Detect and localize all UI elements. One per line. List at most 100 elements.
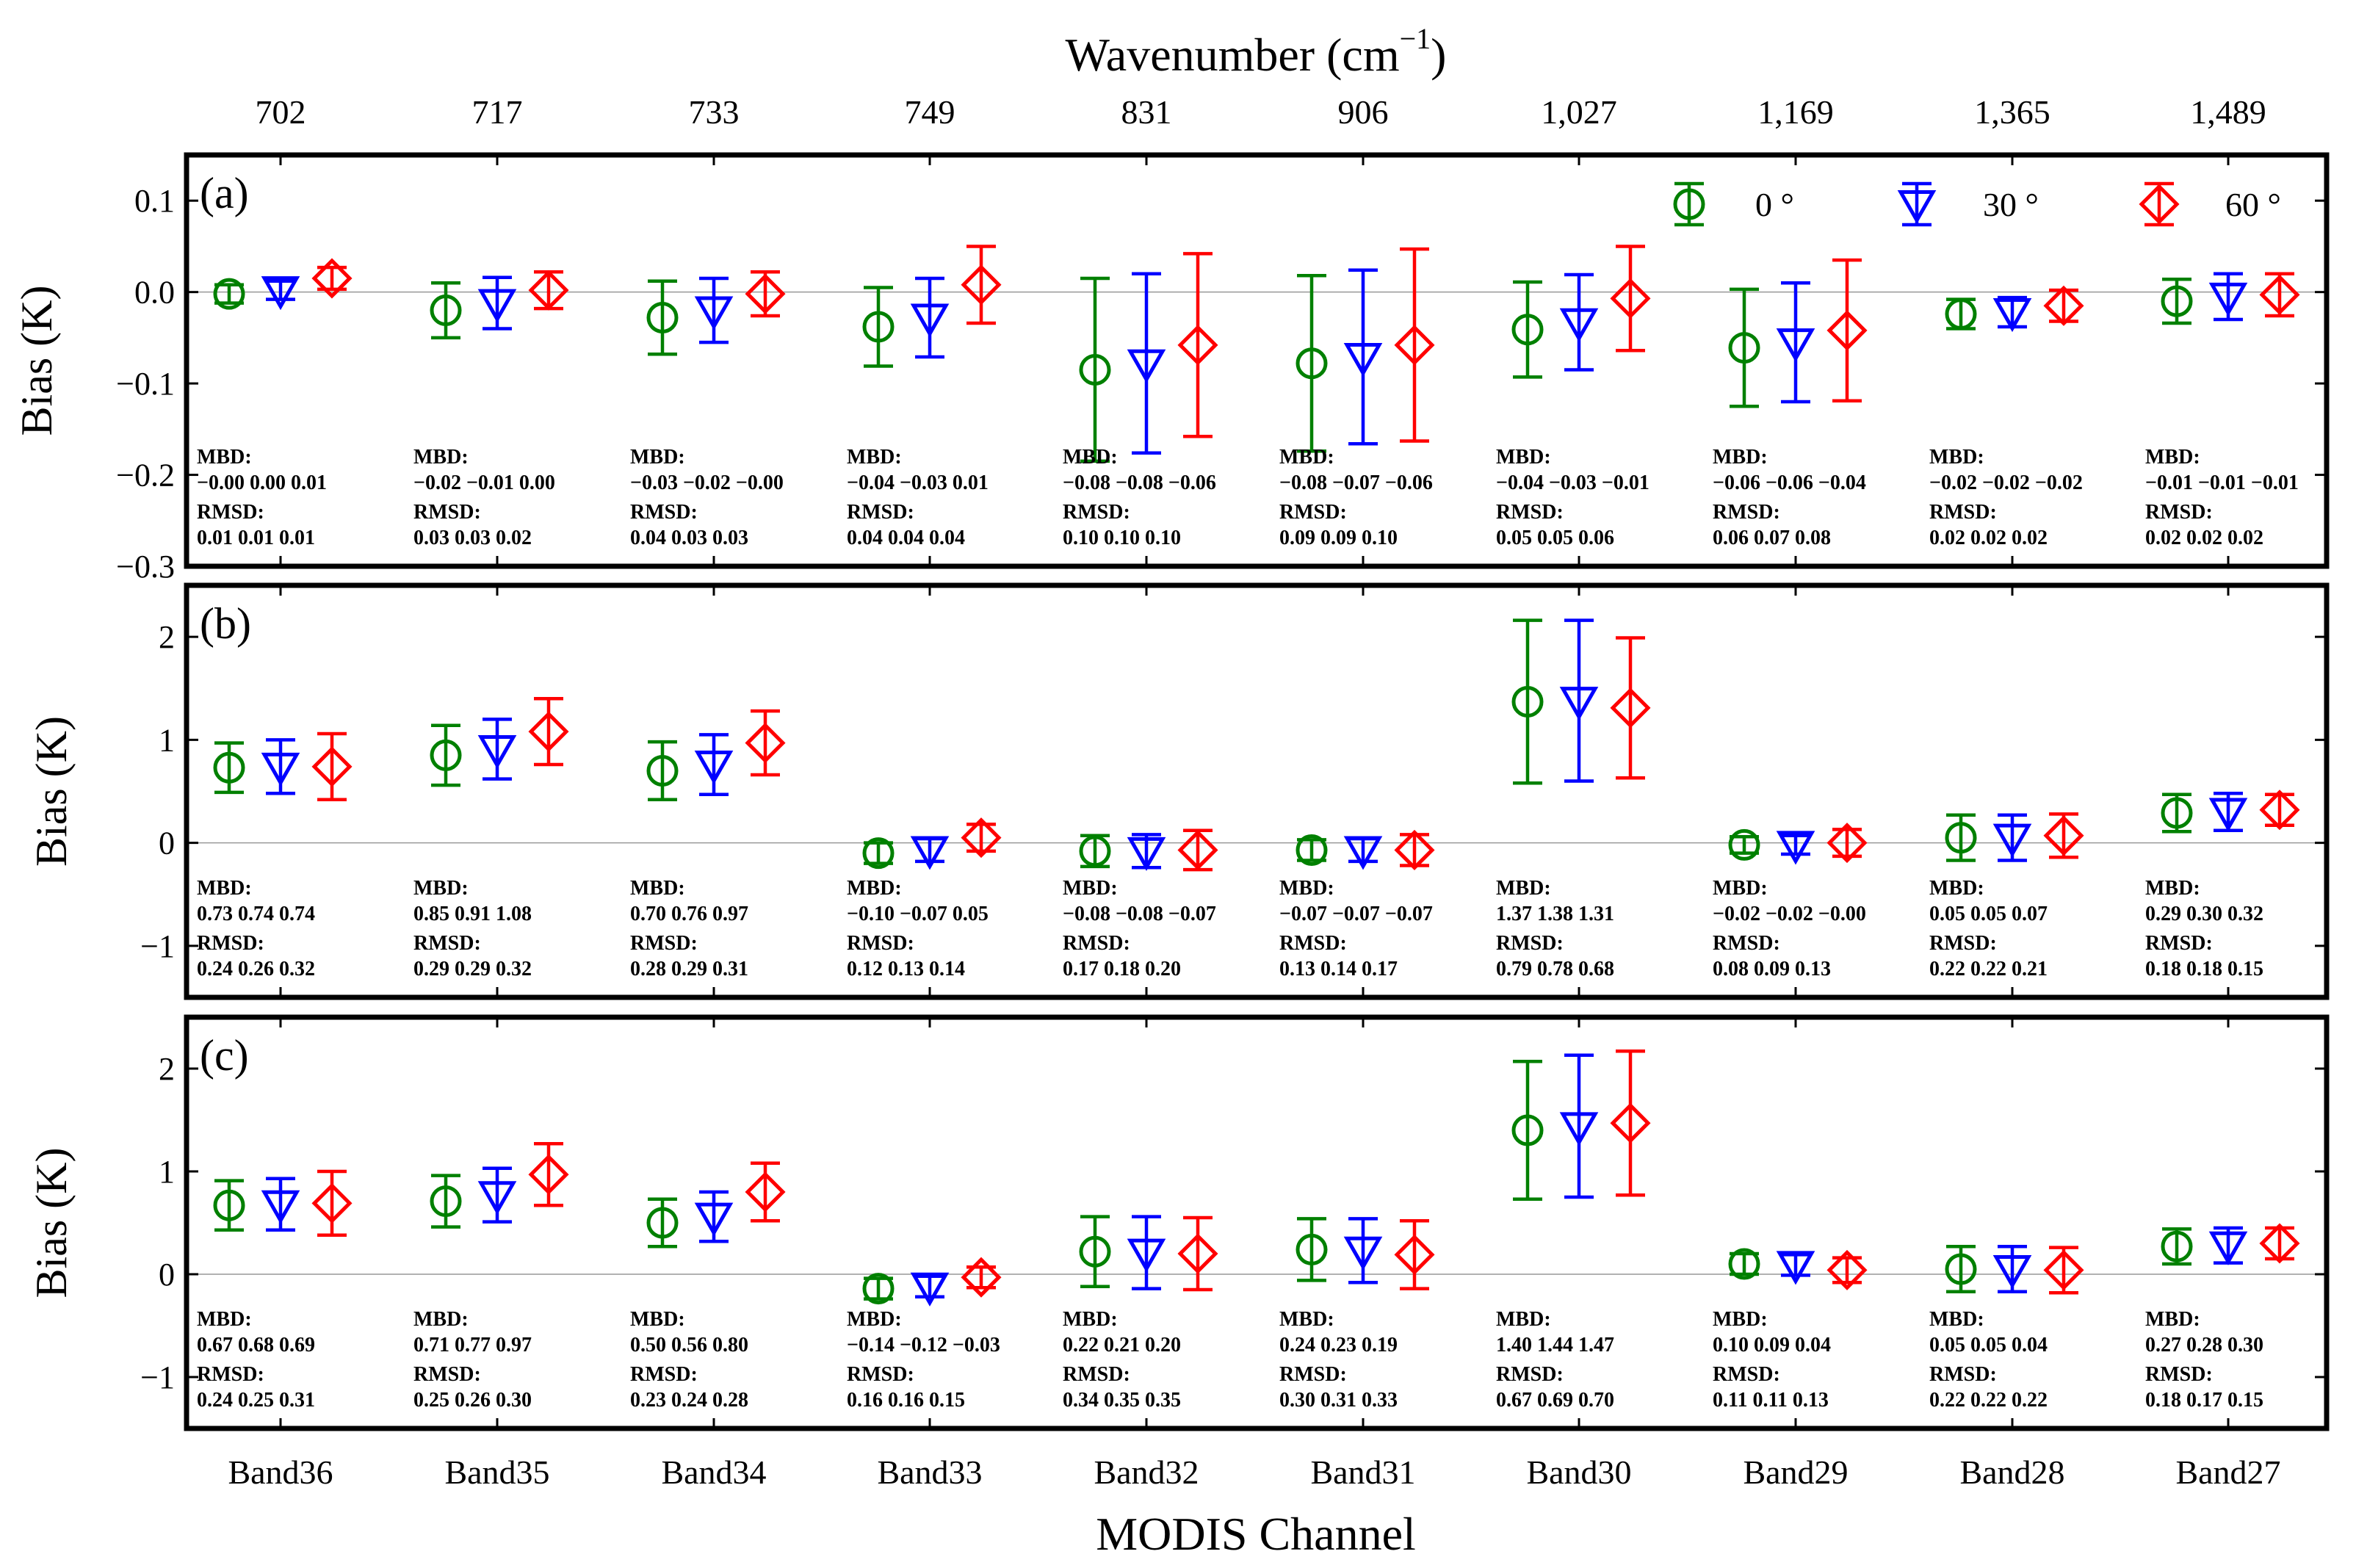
mbd-values: 0.67 0.68 0.69 <box>197 1334 315 1356</box>
marker-diamond <box>2259 1223 2300 1264</box>
stats-annotation: MBD: 0.85 0.91 1.08 RMSD: 0.29 0.29 0.32 <box>413 877 532 980</box>
y-tick-label: 0 <box>159 1257 175 1293</box>
marker-diamond <box>1826 1249 1868 1290</box>
rmsd-values: 0.03 0.03 0.02 <box>413 527 532 549</box>
top-axis-ticks: 702 717 733 749 831 906 1,027 1,169 1,365 1,489 <box>256 93 2266 131</box>
data-point <box>477 275 517 330</box>
rmsd-values: 0.28 0.29 0.31 <box>630 958 748 980</box>
marker-circle <box>1511 1114 1544 1146</box>
marker-triangle-down <box>910 1272 950 1307</box>
top-axis-title-close: ) <box>1431 29 1446 81</box>
rmsd-label: RMSD: <box>1929 932 1997 955</box>
data-point <box>1992 295 2032 333</box>
stats-annotation: MBD: 0.05 0.05 0.04 RMSD: 0.22 0.22 0.22 <box>1929 1308 2048 1412</box>
stats-annotation: MBD: 0.27 0.28 0.30 RMSD: 0.18 0.17 0.15 <box>2145 1308 2263 1412</box>
marker-triangle-down <box>910 836 950 870</box>
marker-circle <box>1945 822 1977 854</box>
mbd-values: −0.02 −0.02 −0.00 <box>1713 903 1866 925</box>
rmsd-label: RMSD: <box>1279 501 1347 524</box>
mbd-values: 0.24 0.23 0.19 <box>1279 1334 1398 1356</box>
mbd-label: MBD: <box>413 1308 469 1331</box>
data-point <box>2161 792 2193 834</box>
mbd-values: 0.85 0.91 1.08 <box>413 903 532 925</box>
rmsd-label: RMSD: <box>847 1363 914 1386</box>
data-point <box>1826 258 1868 403</box>
stats-annotation: MBD: −0.01 −0.01 −0.01 RMSD: 0.02 0.02 0.02 <box>2145 446 2299 549</box>
data-point <box>694 276 734 344</box>
top-axis-title: Wavenumber (cm−1) <box>1066 22 1447 81</box>
rmsd-values: 0.22 0.22 0.21 <box>1929 958 2048 980</box>
mbd-values: −0.10 −0.07 0.05 <box>847 903 989 925</box>
marker-triangle-down <box>1992 298 2032 333</box>
marker-triangle-down <box>910 303 950 338</box>
mbd-values: −0.08 −0.08 −0.06 <box>1063 472 1216 494</box>
marker-diamond <box>528 711 569 752</box>
marker-diamond <box>1394 325 1435 366</box>
rmsd-label: RMSD: <box>197 1363 264 1386</box>
marker-circle <box>430 295 462 327</box>
stats-annotation: MBD: −0.10 −0.07 0.05 RMSD: 0.12 0.13 0.14 <box>847 877 989 980</box>
data-point <box>1728 287 1760 408</box>
marker-triangle-down <box>2208 282 2248 317</box>
data-point <box>1610 636 1651 780</box>
rmsd-values: 0.09 0.09 0.10 <box>1279 527 1398 549</box>
rmsd-values: 0.79 0.78 0.68 <box>1496 958 1614 980</box>
mbd-label: MBD: <box>2145 877 2200 900</box>
marker-circle <box>862 1273 895 1305</box>
data-point <box>1177 1215 1218 1292</box>
marker-circle <box>430 1185 462 1218</box>
marker-diamond <box>1177 325 1218 366</box>
mbd-label: MBD: <box>847 877 902 900</box>
rmsd-values: 0.04 0.04 0.04 <box>847 527 965 549</box>
rmsd-label: RMSD: <box>413 501 481 524</box>
marker-triangle-down <box>261 752 300 787</box>
marker-circle <box>1296 1233 1328 1265</box>
data-point <box>1296 834 1328 866</box>
mbd-label: MBD: <box>847 1308 902 1331</box>
category-label: Band35 <box>444 1453 549 1491</box>
marker-diamond <box>1610 278 1651 319</box>
stats-annotation: MBD: 0.50 0.56 0.80 RMSD: 0.23 0.24 0.28 <box>630 1308 748 1412</box>
panel-a: 0.1 0.0 −0.1 −0.2 −0.3 Bias (K) (a) MBD: −0.00 0… <box>12 152 2330 585</box>
marker-triangle-down <box>1127 837 1166 871</box>
mbd-label: MBD: <box>1063 446 1118 469</box>
series-0 <box>213 1059 2193 1305</box>
data-point <box>862 286 895 368</box>
mbd-values: −0.03 −0.02 −0.00 <box>630 472 784 494</box>
rmsd-values: 0.06 0.07 0.08 <box>1713 527 1831 549</box>
marker-triangle-down <box>1559 308 1599 342</box>
marker-diamond <box>2259 790 2300 831</box>
mbd-label: MBD: <box>2145 446 2200 469</box>
marker-circle <box>1728 1248 1760 1280</box>
mbd-values: 0.71 0.77 0.97 <box>413 1334 532 1356</box>
data-point <box>910 1272 950 1307</box>
marker-circle <box>2161 797 2193 829</box>
mbd-values: −0.07 −0.07 −0.07 <box>1279 903 1433 925</box>
data-point <box>1945 297 1977 330</box>
marker-diamond <box>1177 1233 1218 1274</box>
data-point <box>1945 1244 1977 1294</box>
data-point <box>1177 252 1218 438</box>
data-point <box>311 258 353 299</box>
top-tick-label: 1,365 <box>1974 93 2050 131</box>
mbd-label: MBD: <box>1496 446 1551 469</box>
rmsd-values: 0.22 0.22 0.22 <box>1929 1389 2048 1412</box>
stats-annotation: MBD: 0.70 0.76 0.97 RMSD: 0.28 0.29 0.31 <box>630 877 748 980</box>
marker-diamond <box>1826 823 1868 864</box>
rmsd-values: 0.02 0.02 0.02 <box>1929 527 2048 549</box>
category-label: Band33 <box>877 1453 982 1491</box>
marker-diamond <box>2043 1249 2084 1290</box>
marker-circle <box>430 739 462 771</box>
mbd-label: MBD: <box>1929 446 1984 469</box>
marker-diamond <box>1610 1102 1651 1144</box>
y-tick-label: −0.2 <box>116 458 175 494</box>
marker-circle <box>1079 835 1111 867</box>
data-point <box>646 279 679 356</box>
panel-label: (a) <box>200 169 249 217</box>
data-point <box>745 270 786 318</box>
rmsd-values: 0.02 0.02 0.02 <box>2145 527 2263 549</box>
marker-diamond <box>2043 285 2084 326</box>
series-1 <box>261 1053 2248 1307</box>
panel-label: (b) <box>200 599 251 648</box>
